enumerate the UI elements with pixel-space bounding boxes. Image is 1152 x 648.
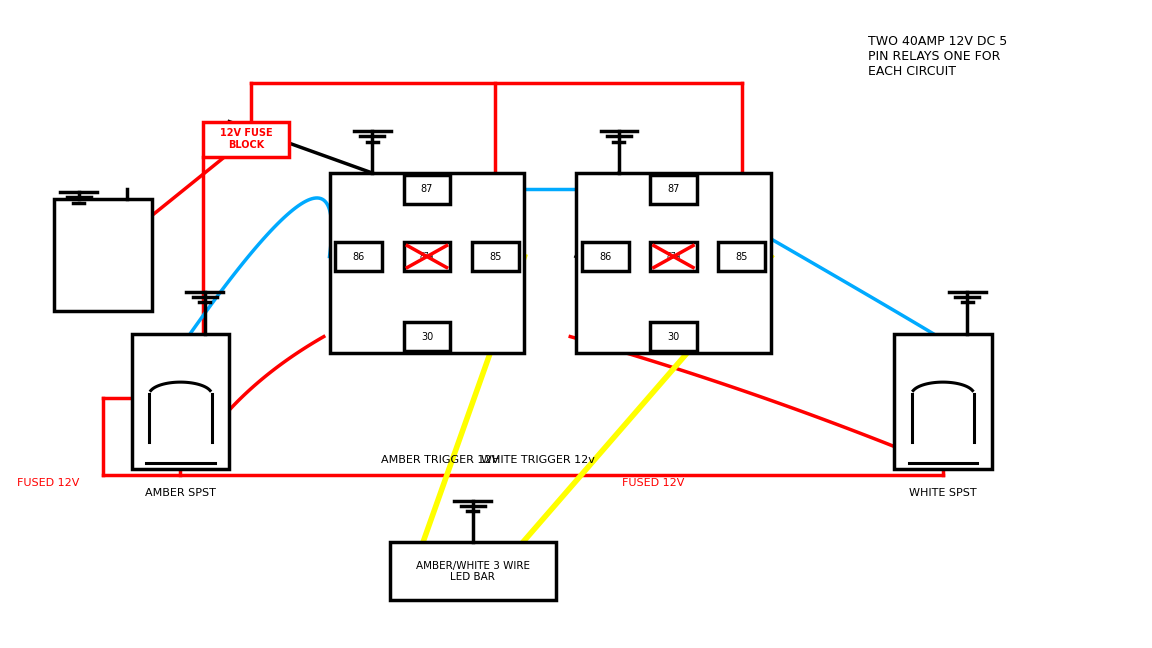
Text: 86: 86 bbox=[599, 251, 612, 262]
Text: 30: 30 bbox=[667, 332, 680, 341]
Text: AMBER TRIGGER 12V: AMBER TRIGGER 12V bbox=[381, 456, 500, 465]
Bar bbox=[403, 175, 450, 203]
Bar bbox=[719, 242, 765, 271]
Text: 85: 85 bbox=[736, 251, 748, 262]
Text: 87a: 87a bbox=[419, 252, 434, 261]
Bar bbox=[650, 322, 697, 351]
Text: WHITE TRIGGER 12v: WHITE TRIGGER 12v bbox=[482, 456, 594, 465]
Bar bbox=[582, 242, 629, 271]
Text: 86: 86 bbox=[353, 251, 365, 262]
Bar bbox=[335, 242, 382, 271]
Bar bbox=[329, 173, 524, 353]
Text: 87: 87 bbox=[667, 184, 680, 194]
Text: WHITE SPST: WHITE SPST bbox=[909, 488, 977, 498]
Text: 87: 87 bbox=[420, 184, 433, 194]
Bar bbox=[894, 334, 992, 469]
Bar bbox=[204, 122, 289, 157]
Bar bbox=[131, 334, 229, 469]
Bar bbox=[472, 242, 518, 271]
Bar bbox=[650, 175, 697, 203]
Bar bbox=[389, 542, 556, 600]
Text: FUSED 12V: FUSED 12V bbox=[622, 478, 684, 488]
Text: AMBER/WHITE 3 WIRE
LED BAR: AMBER/WHITE 3 WIRE LED BAR bbox=[416, 561, 530, 582]
Bar bbox=[54, 199, 152, 311]
Text: 87a: 87a bbox=[666, 252, 681, 261]
Text: FUSED 12V: FUSED 12V bbox=[16, 478, 78, 488]
Text: AMBER SPST: AMBER SPST bbox=[145, 488, 215, 498]
Text: 30: 30 bbox=[420, 332, 433, 341]
Text: 12V FUSE
BLOCK: 12V FUSE BLOCK bbox=[220, 128, 273, 150]
Bar bbox=[576, 173, 771, 353]
Bar bbox=[650, 242, 697, 271]
Text: TWO 40AMP 12V DC 5
PIN RELAYS ONE FOR
EACH CIRCUIT: TWO 40AMP 12V DC 5 PIN RELAYS ONE FOR EA… bbox=[869, 35, 1008, 78]
Text: 85: 85 bbox=[490, 251, 501, 262]
Bar bbox=[403, 242, 450, 271]
Bar bbox=[403, 322, 450, 351]
